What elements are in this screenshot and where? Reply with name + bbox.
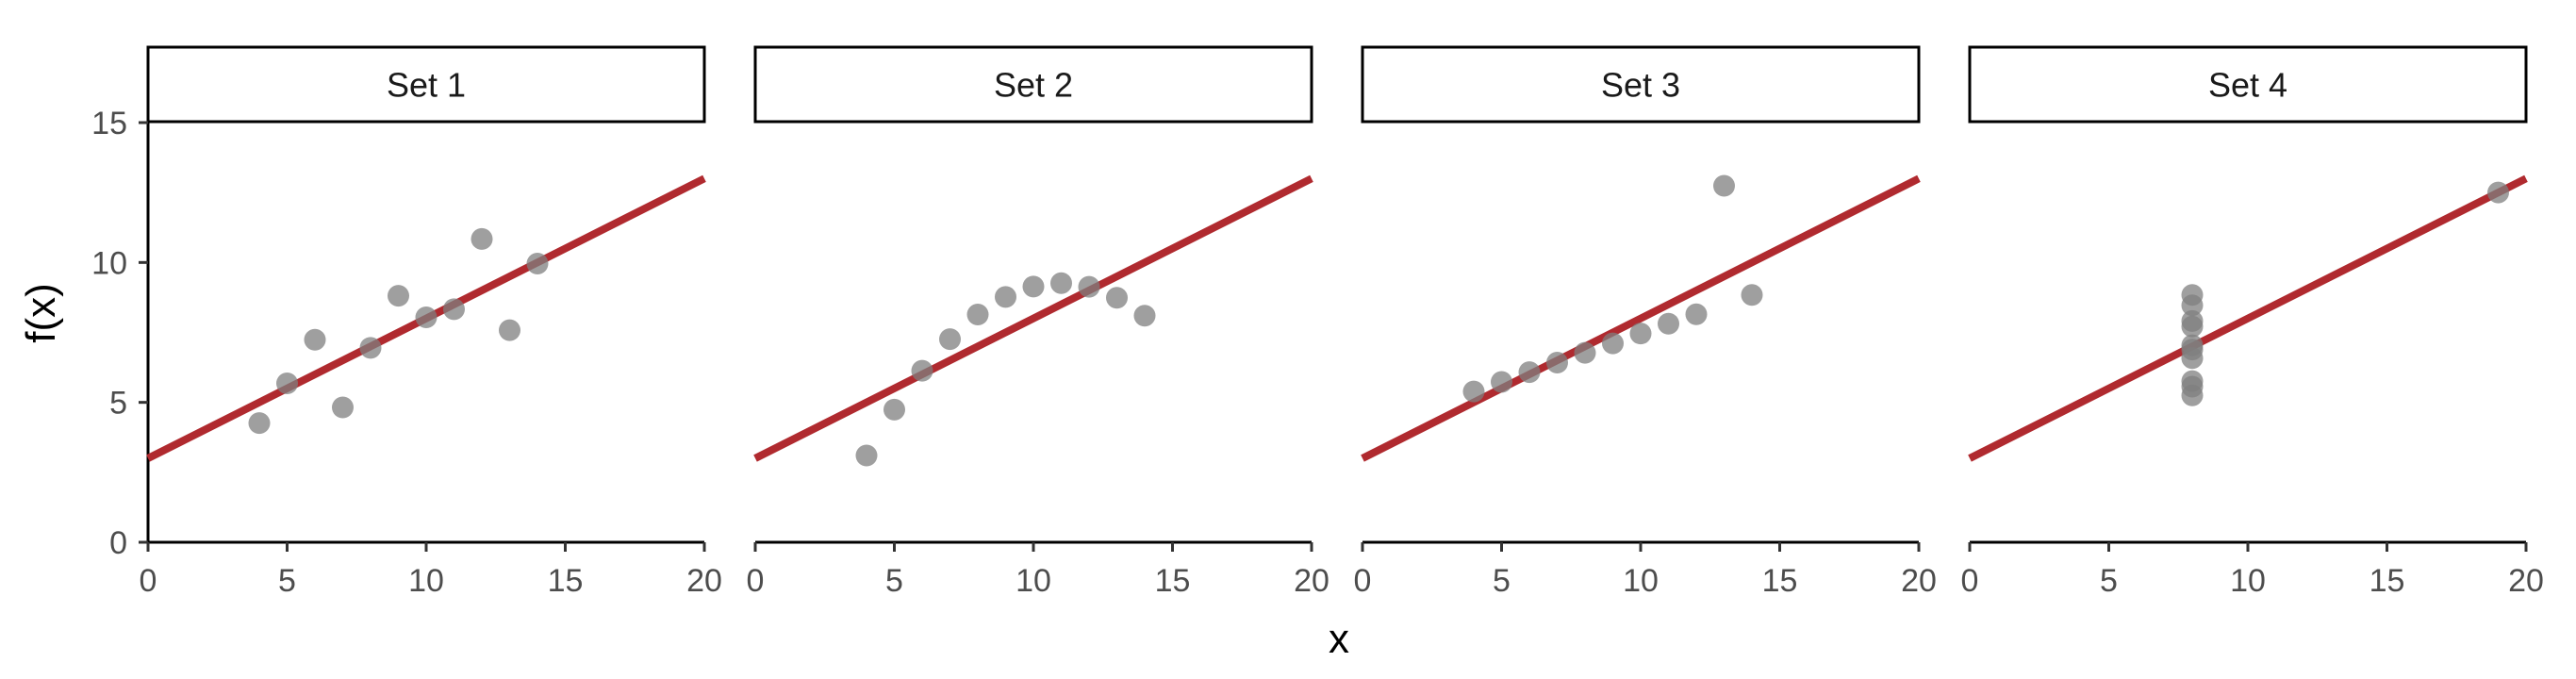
facet-strip (1968, 45, 2528, 124)
data-point (1713, 174, 1735, 197)
data-point (415, 306, 438, 328)
facet-strip-label: Set 1 (387, 66, 466, 105)
data-point (443, 298, 465, 321)
data-point (855, 444, 878, 467)
data-point (1462, 380, 1485, 403)
x-tick-label: 20 (2508, 563, 2544, 599)
x-tick-label: 15 (548, 563, 584, 599)
data-point (276, 372, 298, 394)
x-tick-label: 15 (2370, 563, 2405, 599)
facet-strip-label: Set 4 (2208, 66, 2287, 105)
data-point (1022, 275, 1045, 298)
x-tick-label: 5 (2100, 563, 2118, 599)
data-point (1629, 323, 1652, 345)
data-point (2181, 294, 2204, 317)
y-tick-label: 5 (109, 386, 127, 422)
facet-panel-3: Set 3 0 5 10 15 20 (1354, 45, 1937, 599)
data-point (966, 304, 989, 326)
x-tick-label: 10 (1623, 563, 1659, 599)
x-tick-label: 10 (2230, 563, 2266, 599)
y-axis-title: f(x) (18, 283, 64, 343)
x-tick-label: 0 (747, 563, 765, 599)
facet-strip-label: Set 3 (1601, 66, 1680, 105)
facet-panel-4: Set 4 0 5 10 15 20 (1961, 45, 2544, 599)
facet-strip-label: Set 2 (994, 66, 1073, 105)
facet-panel-2: Set 2 0 5 10 15 20 (747, 45, 1329, 599)
fit-line (753, 174, 1313, 462)
data-point (2181, 339, 2204, 361)
x-tick-label: 5 (885, 563, 903, 599)
x-axis-title: x (1329, 616, 1349, 662)
data-point (526, 253, 549, 275)
x-tick-label: 15 (1762, 563, 1798, 599)
y-tick-label: 0 (109, 525, 127, 561)
data-point (939, 328, 961, 351)
x-tick-label: 0 (140, 563, 157, 599)
data-point (1133, 305, 1156, 327)
x-tick-label: 20 (686, 563, 722, 599)
x-tick-label: 10 (1016, 563, 1051, 599)
data-point (1741, 284, 1763, 306)
facet-strip (146, 45, 706, 124)
data-point (1518, 361, 1541, 384)
x-tick-label: 0 (1354, 563, 1372, 599)
data-point (248, 412, 271, 435)
fit-line (1968, 174, 2528, 462)
x-tick-label: 10 (408, 563, 444, 599)
data-point (1574, 341, 1596, 364)
data-point (2181, 309, 2204, 332)
data-point (388, 285, 409, 307)
x-tick-label: 20 (1901, 563, 1937, 599)
data-point (1602, 332, 1624, 355)
data-point (2181, 375, 2204, 398)
x-tick-label: 5 (1493, 563, 1511, 599)
data-point (1050, 272, 1072, 294)
data-point (1685, 303, 1708, 325)
data-point (995, 286, 1016, 308)
x-tick-label: 0 (1961, 563, 1979, 599)
data-point (332, 396, 354, 419)
data-point (1078, 275, 1100, 298)
fit-line (1361, 174, 1921, 462)
data-point (1491, 371, 1512, 393)
data-point (1546, 352, 1568, 374)
y-tick-label: 15 (91, 106, 127, 141)
data-point (1106, 287, 1128, 309)
x-tick-label: 15 (1155, 563, 1191, 599)
x-tick-label: 20 (1294, 563, 1329, 599)
data-point (359, 337, 382, 359)
data-point (911, 359, 933, 382)
data-point (1658, 312, 1679, 335)
data-point (471, 227, 493, 250)
data-point (304, 328, 326, 351)
facet-strip (753, 45, 1313, 124)
data-point (499, 319, 520, 341)
x-tick-label: 5 (278, 563, 296, 599)
facet-strip (1361, 45, 1921, 124)
data-point (2487, 181, 2509, 204)
y-tick-label: 10 (91, 245, 127, 281)
facet-panel-1: Set 1 0 5 10 15 20 0 5 10 15 (91, 45, 722, 599)
chart-panels: Set 1 0 5 10 15 20 0 5 10 15 Set 2 0 5 10 15 20 Set 3 0 5 1… (91, 45, 2544, 599)
data-point (883, 398, 905, 421)
